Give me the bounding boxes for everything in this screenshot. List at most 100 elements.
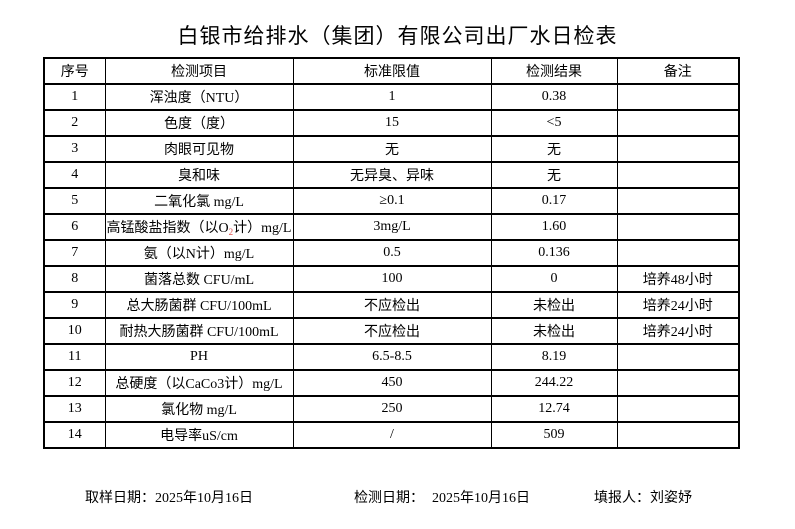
test-result-cell: 244.22 bbox=[490, 369, 618, 397]
remarks-cell: 培养24小时 bbox=[616, 317, 740, 345]
test-result-cell: <5 bbox=[490, 109, 618, 137]
table-row: 11 PH 6.5-8.5 8.19 bbox=[43, 343, 740, 371]
serial-number-cell: 6 bbox=[43, 213, 106, 241]
remarks-cell: 培养48小时 bbox=[616, 265, 740, 293]
remarks-cell bbox=[616, 395, 740, 423]
testing-date-value: 2025年10月16日 bbox=[432, 491, 530, 506]
remarks-cell: 培养24小时 bbox=[616, 291, 740, 319]
test-item-cell: 耐热大肠菌群 CFU/100mL bbox=[104, 317, 294, 345]
standard-limit-cell: 100 bbox=[292, 265, 492, 293]
test-result-cell: 未检出 bbox=[490, 291, 618, 319]
test-result-cell: 无 bbox=[490, 135, 618, 163]
testing-date-field: 检测日期： 2025年10月16日 bbox=[354, 487, 530, 507]
serial-number-cell: 13 bbox=[43, 395, 106, 423]
serial-number-cell: 11 bbox=[43, 343, 106, 371]
reporter-label: 填报人： bbox=[594, 491, 650, 506]
table-row: 6 高锰酸盐指数（以O2计）mg/L 3mg/L 1.60 bbox=[43, 213, 740, 241]
standard-limit-cell: 不应检出 bbox=[292, 291, 492, 319]
test-item-cell: 氯化物 mg/L bbox=[104, 395, 294, 423]
serial-number-cell: 14 bbox=[43, 421, 106, 449]
standard-limit-cell: 15 bbox=[292, 109, 492, 137]
table-row: 13 氯化物 mg/L 250 12.74 bbox=[43, 395, 740, 423]
subscript-2: 2 bbox=[228, 227, 234, 237]
serial-number-cell: 3 bbox=[43, 135, 106, 163]
table-row: 10 耐热大肠菌群 CFU/100mL 不应检出 未检出 培养24小时 bbox=[43, 317, 740, 345]
remarks-cell bbox=[616, 161, 740, 189]
standard-limit-cell: 3mg/L bbox=[292, 213, 492, 241]
table-row: 8 菌落总数 CFU/mL 100 0 培养48小时 bbox=[43, 265, 740, 293]
standard-limit-cell: 无异臭、异味 bbox=[292, 161, 492, 189]
test-item-cell: 菌落总数 CFU/mL bbox=[104, 265, 294, 293]
remarks-cell bbox=[616, 109, 740, 137]
test-item-cell: 氨（以N计）mg/L bbox=[104, 239, 294, 267]
test-result-cell: 1.60 bbox=[490, 213, 618, 241]
test-result-cell: 0.17 bbox=[490, 187, 618, 215]
test-item-cell: 色度（度） bbox=[104, 109, 294, 137]
reporter-field: 填报人：刘姿妤 bbox=[594, 487, 692, 507]
remarks-cell bbox=[616, 187, 740, 215]
test-result-cell: 12.74 bbox=[490, 395, 618, 423]
remarks-cell bbox=[616, 369, 740, 397]
table-row: 1 浑浊度（NTU） 1 0.38 bbox=[43, 83, 740, 111]
remarks-cell bbox=[616, 239, 740, 267]
remarks-cell bbox=[616, 213, 740, 241]
standard-limit-cell: 不应检出 bbox=[292, 317, 492, 345]
test-result-cell: 无 bbox=[490, 161, 618, 189]
header-remarks: 备注 bbox=[616, 57, 740, 85]
table-row: 2 色度（度） 15 <5 bbox=[43, 109, 740, 137]
table-row: 7 氨（以N计）mg/L 0.5 0.136 bbox=[43, 239, 740, 267]
test-item-cell: 肉眼可见物 bbox=[104, 135, 294, 163]
test-item-cell: 电导率uS/cm bbox=[104, 421, 294, 449]
serial-number-cell: 2 bbox=[43, 109, 106, 137]
table-row: 9 总大肠菌群 CFU/100mL 不应检出 未检出 培养24小时 bbox=[43, 291, 740, 319]
test-item-cell: 浑浊度（NTU） bbox=[104, 83, 294, 111]
test-result-cell: 0.38 bbox=[490, 83, 618, 111]
table-body: 1 浑浊度（NTU） 1 0.38 2 色度（度） 15 <5 3 肉眼可见物无无 4 臭和味 无异臭、… bbox=[43, 83, 740, 449]
standard-limit-cell: 250 bbox=[292, 395, 492, 423]
sampling-date-label: 取样日期： bbox=[85, 491, 155, 506]
test-result-cell: 0 bbox=[490, 265, 618, 293]
test-result-cell: 0.136 bbox=[490, 239, 618, 267]
reporter-name-value: 刘姿妤 bbox=[650, 491, 692, 506]
testing-date-label: 检测日期： bbox=[354, 491, 424, 506]
standard-limit-cell: 6.5-8.5 bbox=[292, 343, 492, 371]
standard-limit-cell: / bbox=[292, 421, 492, 449]
test-item-cell: 二氧化氯 mg/L bbox=[104, 187, 294, 215]
remarks-cell bbox=[616, 343, 740, 371]
table-row: 12 总硬度（以CaCo3计）mg/L 450 244.22 bbox=[43, 369, 740, 397]
serial-number-cell: 1 bbox=[43, 83, 106, 111]
remarks-cell bbox=[616, 83, 740, 111]
page-title: 白银市给排水（集团）有限公司出厂水日检表 bbox=[177, 24, 618, 48]
standard-limit-cell: 1 bbox=[292, 83, 492, 111]
header-standard-limit: 标准限值 bbox=[292, 57, 492, 85]
table-row: 3 肉眼可见物无无 bbox=[43, 135, 740, 163]
sampling-date-field: 取样日期：2025年10月16日 bbox=[85, 487, 253, 507]
header-test-result: 检测结果 bbox=[490, 57, 618, 85]
test-item-cell: PH bbox=[104, 343, 294, 371]
footer: 取样日期：2025年10月16日 检测日期： 2025年10月16日 填报人：刘姿… bbox=[0, 487, 795, 507]
sampling-date-value: 2025年10月16日 bbox=[155, 491, 253, 506]
test-result-cell: 509 bbox=[490, 421, 618, 449]
serial-number-cell: 4 bbox=[43, 161, 106, 189]
serial-number-cell: 8 bbox=[43, 265, 106, 293]
test-item-cell: 总大肠菌群 CFU/100mL bbox=[104, 291, 294, 319]
standard-limit-cell: 无 bbox=[292, 135, 492, 163]
test-result-cell: 8.19 bbox=[490, 343, 618, 371]
serial-number-cell: 10 bbox=[43, 317, 106, 345]
standard-limit-cell: 0.5 bbox=[292, 239, 492, 267]
header-serial-number: 序号 bbox=[43, 57, 106, 85]
table-header-row: 序号 检测项目 标准限值 检测结果 备注 bbox=[43, 57, 740, 85]
table-row: 5 二氧化氯 mg/L ≥0.1 0.17 bbox=[43, 187, 740, 215]
remarks-cell bbox=[616, 421, 740, 449]
header-test-item: 检测项目 bbox=[104, 57, 294, 85]
serial-number-cell: 7 bbox=[43, 239, 106, 267]
test-item-cell: 高锰酸盐指数（以O2计）mg/L bbox=[104, 213, 294, 241]
table-row: 4 臭和味 无异臭、异味无 bbox=[43, 161, 740, 189]
test-result-cell: 未检出 bbox=[490, 317, 618, 345]
test-item-cell: 总硬度（以CaCo3计）mg/L bbox=[104, 369, 294, 397]
table-row: 14 电导率uS/cm/509 bbox=[43, 421, 740, 449]
serial-number-cell: 9 bbox=[43, 291, 106, 319]
test-item-cell: 臭和味 bbox=[104, 161, 294, 189]
daily-inspection-table: 序号 检测项目 标准限值 检测结果 备注 1 浑浊度（NTU） 1 0.38 2 色度（度… bbox=[43, 57, 740, 449]
serial-number-cell: 12 bbox=[43, 369, 106, 397]
